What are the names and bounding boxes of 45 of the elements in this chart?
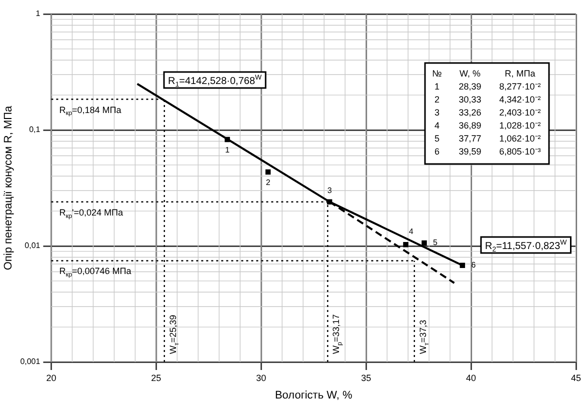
point — [224, 136, 230, 142]
annotation: 5 — [434, 133, 440, 144]
annotation: 1 — [225, 146, 230, 155]
annotation: 2,403·10⁻² — [499, 107, 541, 118]
annotation: 3 — [327, 186, 332, 196]
y-tick-label: 0,001 — [20, 357, 41, 366]
annotation: 1 — [434, 81, 440, 92]
point — [460, 262, 466, 268]
annotation: 37,77 — [458, 133, 482, 144]
annotation: 8,277·10⁻² — [499, 81, 541, 92]
point — [265, 169, 271, 175]
x-tick-label: 45 — [570, 372, 582, 383]
y-tick-label: 0,1 — [29, 125, 41, 134]
annotation: 2 — [434, 94, 440, 104]
annotation: R, МПа — [504, 68, 536, 78]
x-axis-title: Вологість W, % — [274, 389, 352, 402]
x-tick-label: 30 — [256, 372, 266, 383]
x-tick-label: 25 — [151, 372, 162, 383]
x-tick-label: 35 — [361, 372, 372, 383]
y-axis-title: Опір пенетрації конусом R, МПа — [2, 104, 15, 270]
annotation: 28,39 — [458, 81, 482, 92]
annotation: 1,028·10⁻² — [499, 120, 541, 130]
annotation: 36,89 — [458, 120, 482, 130]
annotation: 5 — [433, 238, 438, 248]
annotation: W, % — [459, 68, 481, 78]
annotation: 4 — [408, 226, 414, 236]
annotation: 4,342·10⁻² — [499, 94, 541, 104]
point — [326, 199, 332, 204]
y-tick-label: 0,01 — [24, 241, 41, 250]
annotation: 30,33 — [458, 94, 482, 104]
annotation: 1,062·10⁻² — [499, 133, 541, 144]
annotation: 2 — [266, 178, 271, 188]
annotation: 3 — [434, 107, 440, 118]
x-tick-label: 20 — [46, 372, 56, 383]
x-tick-label: 40 — [466, 372, 476, 383]
point — [422, 240, 427, 246]
annotation: 6,805·10⁻³ — [499, 146, 541, 156]
annotation: № — [432, 68, 442, 78]
annotation: 6 — [434, 146, 440, 156]
annotation: 39,59 — [458, 146, 482, 156]
point — [403, 242, 408, 248]
annotation: 33,26 — [458, 107, 482, 118]
annotation: 4 — [434, 120, 440, 130]
annotation: 6 — [471, 260, 476, 270]
y-tick-label: 1 — [36, 9, 41, 18]
